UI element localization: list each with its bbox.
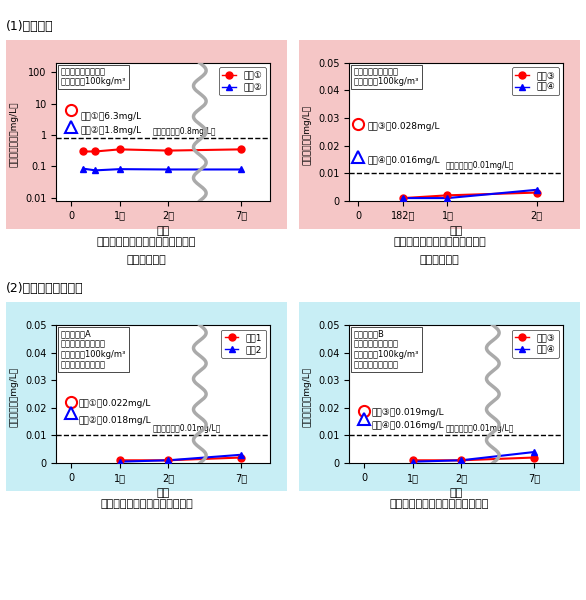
Text: 溶出量基準（0.8mg/L）: 溶出量基準（0.8mg/L） (153, 127, 216, 136)
Text: 土壌③：0.028mg/L: 土壌③：0.028mg/L (367, 122, 440, 131)
Text: ヒ素溶出量（mg/L）: ヒ素溶出量（mg/L） (303, 104, 312, 165)
Text: 図　ふっ素溶出試験結果（室内）: 図 ふっ素溶出試験結果（室内） (97, 237, 196, 247)
Text: (1)室内試験: (1)室内試験 (6, 20, 53, 33)
X-axis label: 材齢: 材齢 (156, 226, 170, 236)
Text: 地点③：0.019mg/L: 地点③：0.019mg/L (372, 407, 444, 416)
Text: (2)実現場実証データ: (2)実現場実証データ (6, 282, 83, 295)
Text: 現場　　：B
不溶化材：デナイト
添加量　：100kg/m³
添加方法：スラリー: 現場 ：B 不溶化材：デナイト 添加量 ：100kg/m³ 添加方法：スラリー (354, 329, 419, 370)
Text: 溶出量基準（0.01mg/L）: 溶出量基準（0.01mg/L） (446, 424, 514, 433)
Legend: 土壌①, 土壌②: 土壌①, 土壌② (219, 67, 265, 95)
Legend: 地点③, 地点④: 地点③, 地点④ (512, 329, 558, 358)
Legend: 土壌③, 土壌④: 土壌③, 土壌④ (512, 67, 558, 95)
Text: 図　ヒ素溶出試験結果（室内）: 図 ヒ素溶出試験結果（室内） (393, 237, 486, 247)
Text: 現場　　：A
不溶化材：デナイト
添加量　：100kg/m³
添加方法：スラリー: 現場 ：A 不溶化材：デナイト 添加量 ：100kg/m³ 添加方法：スラリー (61, 329, 126, 370)
Text: 地点②：0.018mg/L: 地点②：0.018mg/L (79, 416, 151, 425)
X-axis label: 材齢: 材齢 (449, 226, 463, 236)
Text: 地点①：0.022mg/L: 地点①：0.022mg/L (79, 399, 151, 408)
Text: 不溶化材：デナイト
添加量　：100kg/m³: 不溶化材：デナイト 添加量 ：100kg/m³ (354, 67, 419, 86)
Text: 図　銀溶出試験結果（実現場）: 図 銀溶出試験結果（実現場） (100, 499, 193, 509)
Text: ヒ素溶出量（mg/L）: ヒ素溶出量（mg/L） (303, 367, 312, 427)
Text: ふっ素溶出量（mg/L）: ふっ素溶出量（mg/L） (10, 102, 19, 167)
Legend: 地点1, 地点2: 地点1, 地点2 (222, 329, 265, 358)
Text: ＊材齢継続中: ＊材齢継続中 (127, 254, 166, 265)
Text: 不溶化材：デナイト
添加量　：100kg/m³: 不溶化材：デナイト 添加量 ：100kg/m³ (61, 67, 126, 86)
Text: 銀出溶出量（mg/L）: 銀出溶出量（mg/L） (10, 367, 19, 427)
Text: 地点④：0.016mg/L: 地点④：0.016mg/L (372, 421, 444, 430)
Text: 溶出量基準（0.01mg/L）: 溶出量基準（0.01mg/L） (446, 161, 514, 170)
Text: 土壌④：0.016mg/L: 土壌④：0.016mg/L (367, 157, 440, 166)
Text: 溶出量基準（0.01mg/L）: 溶出量基準（0.01mg/L） (153, 424, 221, 433)
Text: 土壌①：6.3mg/L: 土壌①：6.3mg/L (81, 112, 142, 121)
Text: 土壌②：1.8mg/L: 土壌②：1.8mg/L (81, 127, 142, 136)
X-axis label: 材齢: 材齢 (156, 488, 170, 499)
X-axis label: 材齢: 材齢 (449, 488, 463, 499)
Text: ＊材齢継続中: ＊材齢継続中 (420, 254, 459, 265)
Text: 図　ヒ素溶出試験結果（実現場）: 図 ヒ素溶出試験結果（実現場） (390, 499, 489, 509)
